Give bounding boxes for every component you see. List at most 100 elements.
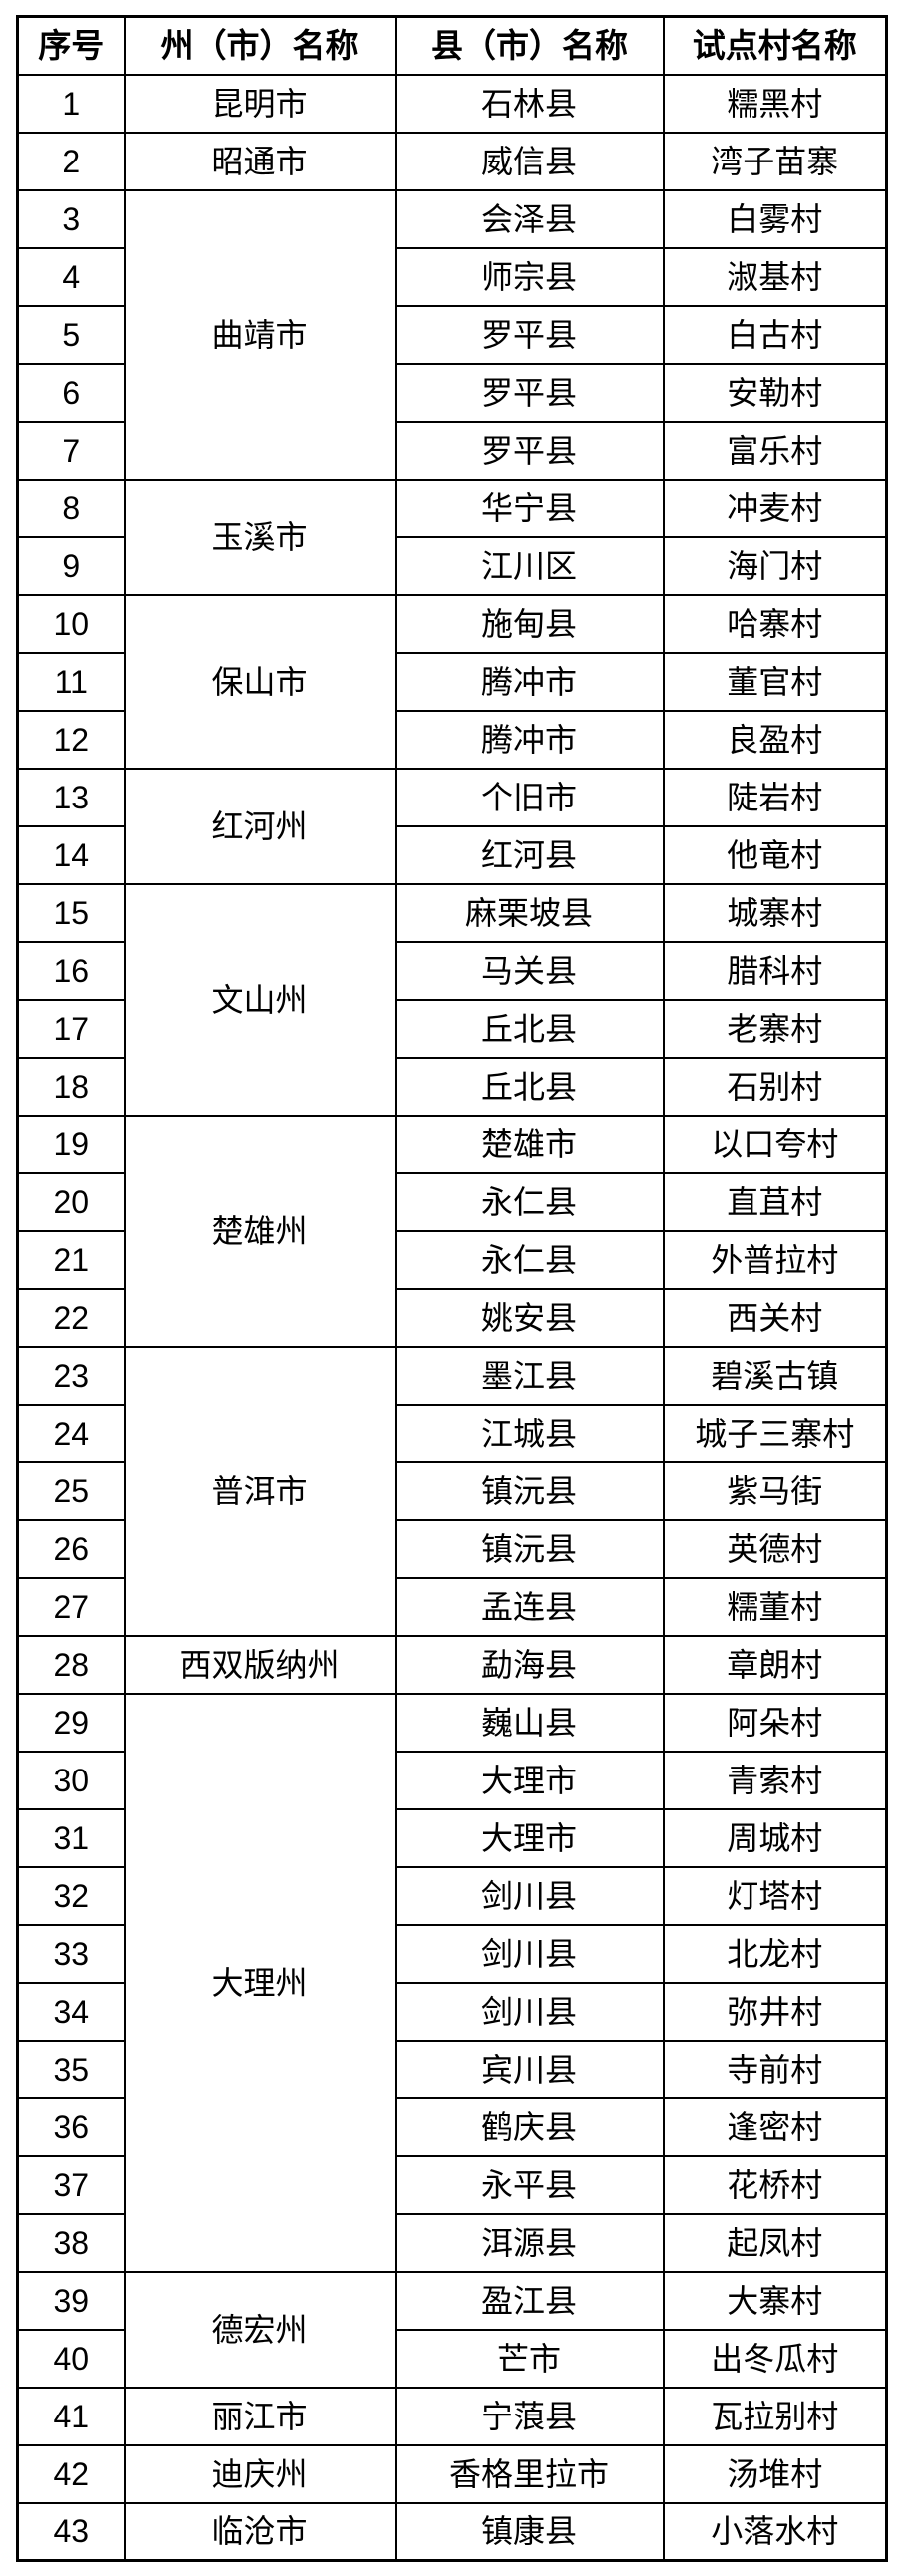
- village-cell: 富乐村: [662, 420, 888, 481]
- serial-number-cell: 14: [16, 824, 126, 885]
- table-row: 43 临沧市 镇康县 小落水村: [16, 2501, 888, 2562]
- table-row: 41 丽江市 宁蒗县 瓦拉别村: [16, 2386, 888, 2446]
- county-cell: 剑川县: [394, 1981, 665, 2042]
- table-row: 2 昭通市 威信县 湾子苗寨: [16, 131, 888, 191]
- village-cell: 糯董村: [662, 1576, 888, 1637]
- village-cell: 寺前村: [662, 2039, 888, 2099]
- prefecture-cell: 昭通市: [123, 131, 397, 191]
- serial-number-cell: 7: [16, 420, 126, 481]
- village-cell: 糯黑村: [662, 73, 888, 134]
- table-row: 38 洱源县 起凤村: [16, 2212, 888, 2273]
- village-cell: 良盈村: [662, 709, 888, 770]
- table-row: 24 江城县 城子三寨村: [16, 1403, 888, 1463]
- prefecture-cell: 西双版纳州: [123, 1634, 397, 1695]
- village-cell: 大寨村: [662, 2270, 888, 2331]
- table-row: 33 剑川县 北龙村: [16, 1923, 888, 1984]
- serial-number-cell: 12: [16, 709, 126, 770]
- county-cell: 芒市: [394, 2328, 665, 2389]
- table-row: 11 腾冲市 董官村: [16, 651, 888, 712]
- serial-number-cell: 15: [16, 882, 126, 943]
- village-cell: 青索村: [662, 1750, 888, 1810]
- county-cell: 剑川县: [394, 1923, 665, 1984]
- table-body: 1 昆明市 石林县 糯黑村 2 昭通市 威信县 湾子苗寨 3 曲靖市 会泽县 白雾村 4 师宗县 淑基村 5 罗…: [16, 73, 888, 2562]
- table-row: 39 德宏州 盈江县 大寨村: [16, 2270, 888, 2389]
- county-cell: 威信县: [394, 131, 665, 191]
- village-cell: 起凤村: [662, 2212, 888, 2273]
- serial-number-cell: 3: [16, 188, 126, 249]
- county-cell: 马关县: [394, 940, 665, 1001]
- table-row: 37 永平县 花桥村: [16, 2154, 888, 2215]
- county-cell: 麻栗坡县: [394, 882, 665, 943]
- table-row: 26 镇沅县 英德村: [16, 1518, 888, 1579]
- village-cell: 直苴村: [662, 1171, 888, 1232]
- prefecture-cell: 丽江市: [123, 2386, 397, 2446]
- serial-number-cell: 23: [16, 1345, 126, 1406]
- village-cell: 淑基村: [662, 246, 888, 307]
- village-cell: 弥井村: [662, 1981, 888, 2042]
- table-row: 16 马关县 腊科村: [16, 940, 888, 1001]
- county-cell: 巍山县: [394, 1692, 665, 1753]
- village-cell: 陡岩村: [662, 767, 888, 827]
- county-cell: 宁蒗县: [394, 2386, 665, 2446]
- prefecture-cell: 玉溪市: [123, 478, 397, 596]
- table-row: 18 丘北县 石别村: [16, 1056, 888, 1117]
- village-cell: 小落水村: [662, 2501, 888, 2562]
- county-cell: 剑川县: [394, 1865, 665, 1926]
- table-row: 42 迪庆州 香格里拉市 汤堆村: [16, 2443, 888, 2504]
- serial-number-cell: 35: [16, 2039, 126, 2099]
- county-cell: 会泽县: [394, 188, 665, 249]
- village-cell: 英德村: [662, 1518, 888, 1579]
- village-cell: 花桥村: [662, 2154, 888, 2215]
- county-cell: 洱源县: [394, 2212, 665, 2273]
- serial-number-cell: 29: [16, 1692, 126, 1753]
- header-village-name: 试点村名称: [662, 15, 888, 76]
- prefecture-cell: 曲靖市: [123, 188, 397, 481]
- serial-number-cell: 21: [16, 1229, 126, 1290]
- village-cell: 周城村: [662, 1807, 888, 1868]
- county-cell: 大理市: [394, 1807, 665, 1868]
- header-serial-number: 序号: [16, 15, 126, 76]
- county-cell: 盈江县: [394, 2270, 665, 2331]
- table-row: 31 大理市 周城村: [16, 1807, 888, 1868]
- village-cell: 灯塔村: [662, 1865, 888, 1926]
- prefecture-cell: 文山州: [123, 882, 397, 1117]
- prefecture-cell: 临沧市: [123, 2501, 397, 2562]
- county-cell: 镇沅县: [394, 1460, 665, 1521]
- table-row: 1 昆明市 石林县 糯黑村: [16, 73, 888, 134]
- county-cell: 姚安县: [394, 1287, 665, 1348]
- serial-number-cell: 38: [16, 2212, 126, 2273]
- village-cell: 湾子苗寨: [662, 131, 888, 191]
- county-cell: 镇康县: [394, 2501, 665, 2562]
- serial-number-cell: 33: [16, 1923, 126, 1984]
- pilot-village-table: 序号 州（市）名称 县（市）名称 试点村名称 1 昆明市 石林县 糯黑村 2 昭通市 威信县…: [16, 15, 888, 2562]
- county-cell: 镇沅县: [394, 1518, 665, 1579]
- serial-number-cell: 36: [16, 2096, 126, 2157]
- serial-number-cell: 27: [16, 1576, 126, 1637]
- table-row: 3 曲靖市 会泽县 白雾村: [16, 188, 888, 481]
- village-cell: 出冬瓜村: [662, 2328, 888, 2389]
- serial-number-cell: 20: [16, 1171, 126, 1232]
- serial-number-cell: 42: [16, 2443, 126, 2504]
- village-cell: 紫马街: [662, 1460, 888, 1521]
- prefecture-cell: 迪庆州: [123, 2443, 397, 2504]
- table-row: 34 剑川县 弥井村: [16, 1981, 888, 2042]
- village-cell: 老寨村: [662, 998, 888, 1059]
- table-row: 10 保山市 施甸县 哈寨村: [16, 593, 888, 770]
- table-row: 19 楚雄州 楚雄市 以口夸村: [16, 1114, 888, 1348]
- village-cell: 海门村: [662, 535, 888, 596]
- table-row: 30 大理市 青索村: [16, 1750, 888, 1810]
- prefecture-cell: 昆明市: [123, 73, 397, 134]
- serial-number-cell: 43: [16, 2501, 126, 2562]
- village-cell: 城子三寨村: [662, 1403, 888, 1463]
- village-cell: 石别村: [662, 1056, 888, 1117]
- table-row: 29 大理州 巍山县 阿朵村: [16, 1692, 888, 2273]
- serial-number-cell: 24: [16, 1403, 126, 1463]
- county-cell: 永仁县: [394, 1229, 665, 1290]
- village-cell: 章朗村: [662, 1634, 888, 1695]
- serial-number-cell: 11: [16, 651, 126, 712]
- table-row: 20 永仁县 直苴村: [16, 1171, 888, 1232]
- table-row: 4 师宗县 淑基村: [16, 246, 888, 307]
- county-cell: 石林县: [394, 73, 665, 134]
- serial-number-cell: 41: [16, 2386, 126, 2446]
- table-row: 14 红河县 他竜村: [16, 824, 888, 885]
